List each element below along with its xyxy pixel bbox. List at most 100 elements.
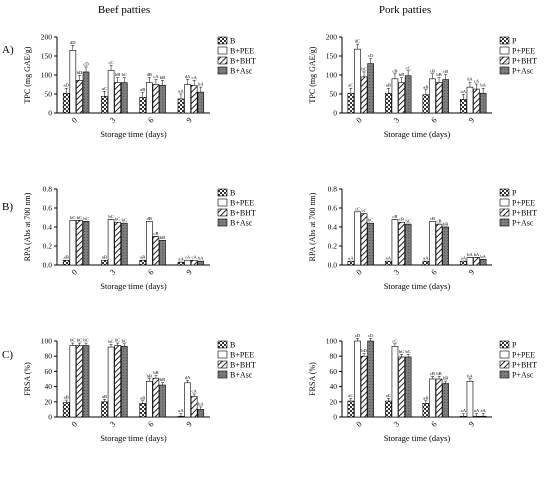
data-label: aD [64,83,70,88]
legend-entry: B+PEE [230,199,254,208]
bar-b-plus-bht [190,259,198,266]
y-tick-label: 0 [48,109,52,118]
bar-b [62,92,70,114]
y-tick-label: 0 [333,109,337,118]
y-axis-label: RPA (Abs at 700 nm) [23,192,32,261]
bar-p [460,415,467,418]
data-label: aA [178,408,184,413]
y-tick-label: 0 [48,413,52,422]
x-tick-label: 6 [429,420,438,429]
data-label: aA [348,256,354,261]
bar-p-plus-pee [429,221,436,266]
x-axis-label: Storage time (days) [100,281,167,291]
data-label: cA [191,388,197,393]
data-label: aA [423,256,429,261]
column-title-pork: Pork patties [379,4,431,16]
bar-p [385,400,392,418]
data-label: aB [64,395,69,400]
y-tick-label: 20 [45,397,53,406]
x-tick-label: 6 [429,268,438,277]
bar-p [385,260,392,266]
legend-entry: P+BHT [512,57,537,66]
data-label: bC [115,217,120,222]
data-label: bC [122,72,127,77]
data-label: cB [430,216,435,221]
bar-b-plus-asc [120,82,128,114]
bar-p-plus-bht [435,82,443,114]
legend-swatch [217,46,228,55]
bar-p-plus-pee [429,378,436,418]
y-tick-label: 100 [326,337,338,346]
bar-b-plus-pee [69,345,77,418]
data-label: bC [77,338,82,343]
y-tick-label: 0.8 [328,185,338,194]
bar-p-plus-pee [466,257,474,266]
data-label: cA [191,75,197,80]
bar-p-plus-asc [404,223,412,266]
legend-entry: P+Asc [512,219,534,228]
y-tick-label: 60 [45,367,53,376]
data-label: cC [109,60,114,65]
bar-p-plus-asc [442,226,449,266]
bar-b-plus-asc [159,84,166,114]
bar-b-plus-pee [69,49,77,114]
bar-b-plus-asc [197,91,205,114]
bar-p [460,99,467,114]
data-label: aB [102,255,107,260]
bar-b-plus-pee [107,346,115,418]
data-label: bC [361,66,366,71]
bar-p [385,92,392,114]
x-tick-label: 6 [146,116,155,125]
y-tick-label: 200 [326,33,338,42]
data-label: dC [355,39,360,44]
data-label: aB [140,395,145,400]
data-label: bA [474,252,480,257]
bar-b [139,403,147,418]
bar-b-plus-pee [146,380,153,418]
y-tick-label: 40 [330,382,338,391]
data-label: bC [405,349,410,354]
data-label: bA [480,83,486,88]
data-label: cB [153,231,158,236]
legend-entry: P+Asc [512,371,534,380]
bar-p-plus-bht [473,415,480,418]
data-label: bC [70,215,75,220]
data-label: aA [480,408,486,413]
legend-entry: B+Asc [230,371,253,380]
legend-swatch [499,218,510,227]
legend-entry: P+BHT [512,361,537,370]
legend-entry: B+BHT [230,57,256,66]
bar-p-plus-pee [391,346,399,418]
y-axis-label: TPC (mg GAE/g) [308,46,317,103]
legend-entry: B+PEE [230,351,254,360]
legend-entry: B+BHT [230,209,256,218]
data-label: cB [430,68,435,73]
data-label: bB [443,376,448,381]
row-label-a: A) [2,44,14,56]
bar-p-plus-bht [398,82,405,114]
data-label: cD [368,53,374,58]
bar-b-plus-pee [107,219,115,266]
x-tick-label: 6 [429,116,438,125]
x-tick-label: 9 [467,116,476,125]
x-tick-label: 0 [70,420,79,429]
bar-b-plus-pee [69,220,77,266]
data-label: cB [392,214,397,219]
legend-entry: B+BHT [230,361,256,370]
legend-swatch [217,360,228,369]
bar-b [101,259,108,266]
data-label: bD [77,70,83,75]
legend-entry: B [230,341,235,350]
x-tick-label: 3 [392,268,401,277]
legend-swatch [499,198,510,207]
y-tick-label: 20 [330,397,338,406]
data-label: aB [140,255,145,260]
data-label: cC [392,338,397,343]
chart-panel-B-pork: 0.0 0.2 0.4 0.6 0.8 RPA (Abs at 700 nm) aA cC cC… [308,185,537,292]
legend-swatch [217,350,228,359]
bar-b-plus-bht [152,377,160,418]
y-tick-label: 0.4 [328,223,338,232]
data-label: dB [147,72,152,77]
